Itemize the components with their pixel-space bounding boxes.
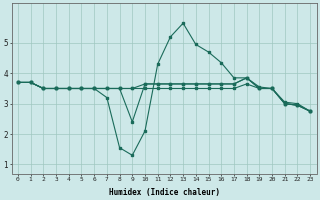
X-axis label: Humidex (Indice chaleur): Humidex (Indice chaleur) (108, 188, 220, 197)
